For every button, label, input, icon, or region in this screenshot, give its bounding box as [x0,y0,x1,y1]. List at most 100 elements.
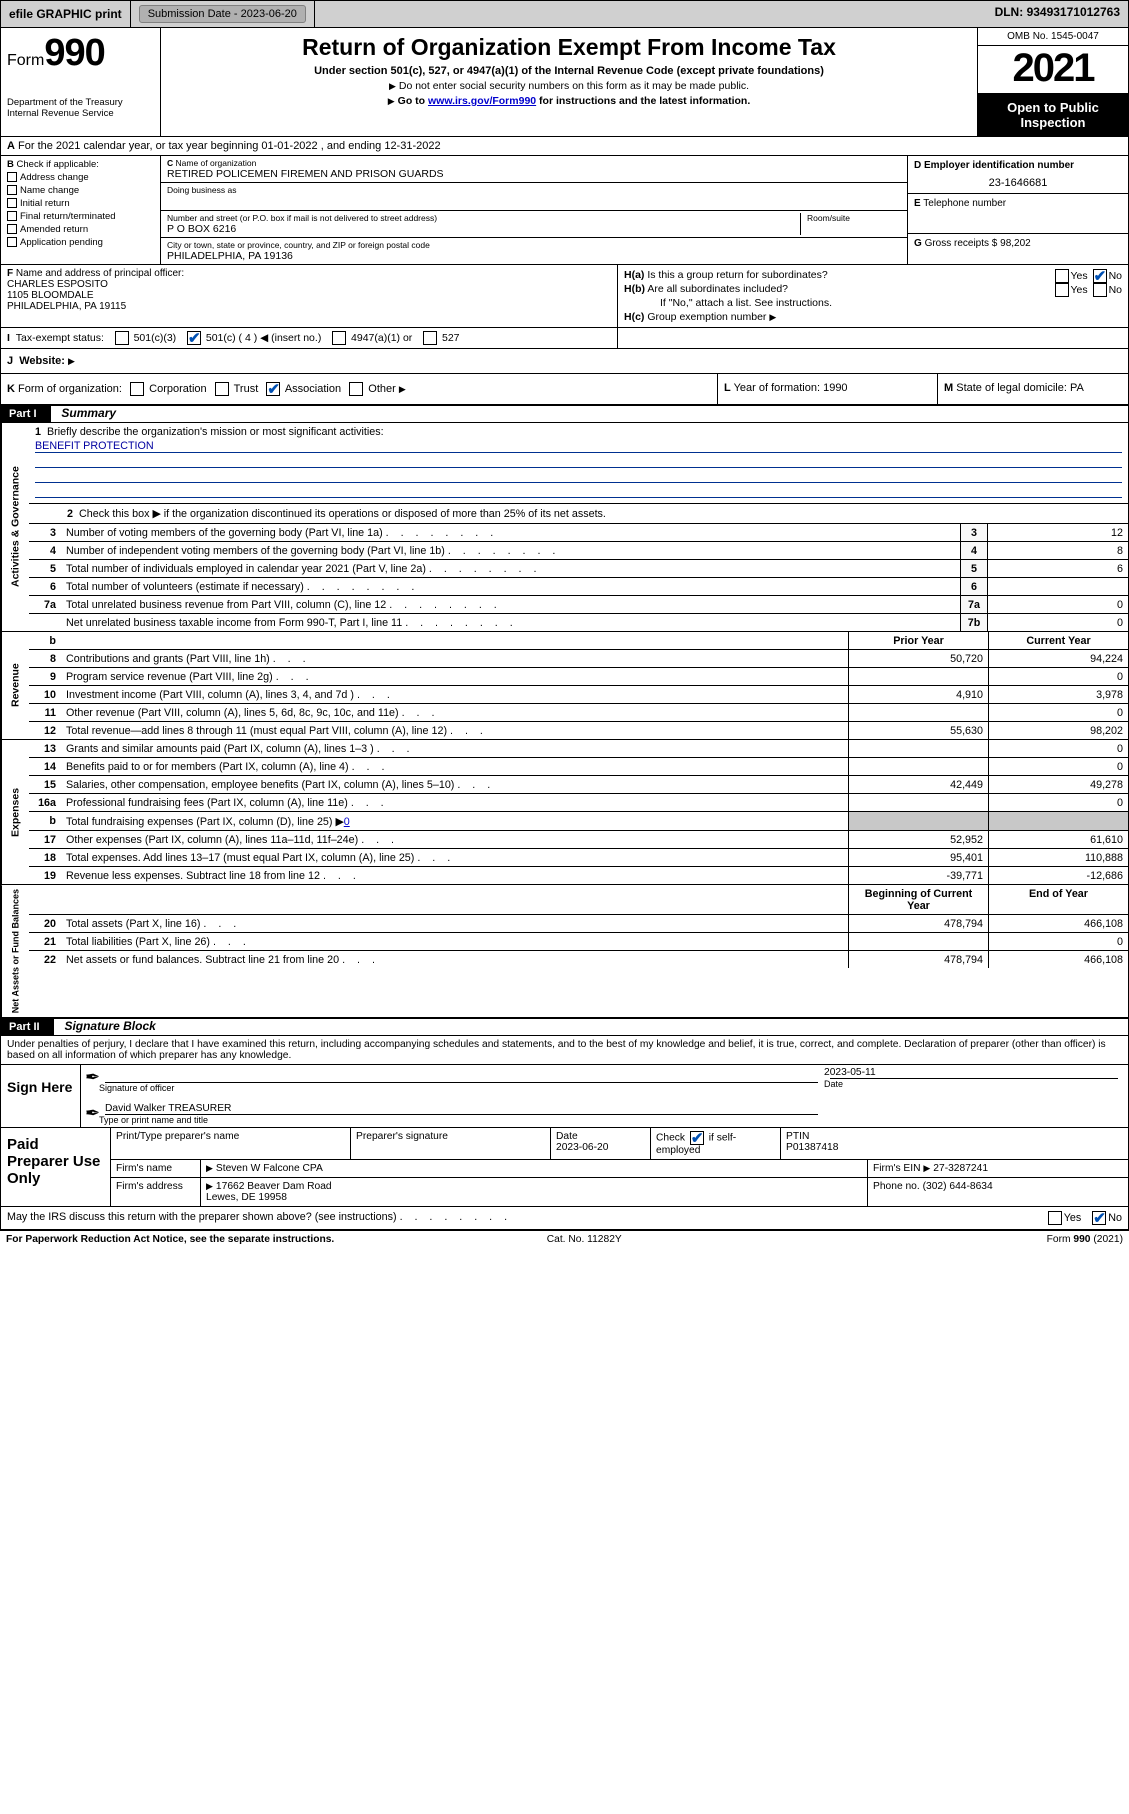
hb-no[interactable] [1093,283,1107,297]
ein-value: 23-1646681 [914,177,1122,189]
addr-label: Number and street (or P.O. box if mail i… [167,213,796,223]
officer-addr1: 1105 BLOOMDALE [7,290,611,301]
table-row: 15Salaries, other compensation, employee… [29,776,1128,794]
tax-year: 2021 [978,46,1128,94]
cb-assoc[interactable] [266,382,280,396]
cb-4947[interactable] [332,331,346,345]
prep-row2: Firm's name Steven W Falcone CPA Firm's … [111,1160,1128,1178]
section-f-officer: F Name and address of principal officer:… [1,265,618,327]
table-row: Net unrelated business taxable income fr… [29,614,1128,631]
irs-link[interactable]: www.irs.gov/Form990 [428,95,536,107]
dba-label: Doing business as [167,185,901,195]
city-state-zip: PHILADELPHIA, PA 19136 [167,250,901,262]
table-row: 16aProfessional fundraising fees (Part I… [29,794,1128,811]
part1-title: Summary [53,406,116,420]
cb-initial-return[interactable] [7,198,17,208]
table-row: 10Investment income (Part VIII, column (… [29,686,1128,704]
officer-name: CHARLES ESPOSITO [7,279,611,290]
street-address: P O BOX 6216 [167,223,796,235]
section-k-formorg: K Form of organization: Corporation Trus… [1,374,718,404]
section-i-status: I Tax-exempt status: 501(c)(3) 501(c) ( … [1,328,618,348]
sig-intro: Under penalties of perjury, I declare th… [1,1036,1128,1065]
officer-addr2: PHILADELPHIA, PA 19115 [7,301,611,312]
table-row: 20Total assets (Part X, line 16)478,7944… [29,915,1128,933]
pen-icon-2: ✒ [85,1103,99,1125]
section-h: H(a) Is this a group return for subordin… [618,265,1128,327]
table-row: 8Contributions and grants (Part VIII, li… [29,650,1128,668]
table-row: 11Other revenue (Part VIII, column (A), … [29,704,1128,722]
top-bar: efile GRAPHIC print Submission Date - 20… [1,1,1128,28]
side-revenue: Revenue [1,632,29,739]
cat-no: Cat. No. 11282Y [547,1234,622,1245]
part1-label: Part I [1,406,51,422]
cb-501c[interactable] [187,331,201,345]
form-ref: Form 990 (2021) [1047,1234,1123,1245]
cb-self-employed[interactable] [690,1131,704,1145]
sig-date-label: Date [824,1079,1124,1089]
cb-name-change[interactable] [7,185,17,195]
ha-yes[interactable] [1055,269,1069,283]
dept-treasury: Department of the Treasury Internal Reve… [7,97,154,119]
may-no[interactable] [1092,1211,1106,1225]
table-row: 4Number of independent voting members of… [29,542,1128,560]
part2-title: Signature Block [56,1019,155,1033]
cb-application-pending[interactable] [7,237,17,247]
part2-label: Part II [1,1019,54,1035]
cb-trust[interactable] [215,382,229,396]
section-m-state: M State of legal domicile: PA [938,374,1128,404]
omb-number: OMB No. 1545-0047 [978,28,1128,46]
table-row: 14Benefits paid to or for members (Part … [29,758,1128,776]
officer-sign-name: David Walker TREASURER [105,1103,818,1115]
dln: DLN: 93493171012763 [987,1,1128,27]
ssn-note: Do not enter social security numbers on … [167,80,971,92]
section-l-year: L Year of formation: 1990 [718,374,938,404]
cb-527[interactable] [423,331,437,345]
cb-corp[interactable] [130,382,144,396]
pycy-header: b Prior Year Current Year [29,632,1128,650]
hb-yes[interactable] [1055,283,1069,297]
form-header: Form990 Department of the Treasury Inter… [1,28,1128,137]
cb-501c3[interactable] [115,331,129,345]
table-row: 6Total number of volunteers (estimate if… [29,578,1128,596]
line2-checkbox: 2 Check this box ▶ if the organization d… [29,504,1128,524]
sign-here-label: Sign Here [1,1065,81,1127]
efile-label: efile GRAPHIC print [1,1,131,27]
cb-address-change[interactable] [7,172,17,182]
cb-final-return[interactable] [7,211,17,221]
prep-row3: Firm's address 17662 Beaver Dam RoadLewe… [111,1178,1128,1206]
table-row: 19Revenue less expenses. Subtract line 1… [29,867,1128,884]
mission-text: BENEFIT PROTECTION [35,440,1122,453]
footer: For Paperwork Reduction Act Notice, see … [0,1231,1129,1248]
table-row: 9Program service revenue (Part VIII, lin… [29,668,1128,686]
line1-briefly: 1 Briefly describe the organization's mi… [29,423,1128,504]
cb-amended-return[interactable] [7,224,17,234]
city-label: City or town, state or province, country… [167,240,901,250]
goto-link-line: Go to www.irs.gov/Form990 for instructio… [167,95,971,107]
table-row: 5Total number of individuals employed in… [29,560,1128,578]
form-number: Form990 [7,32,154,75]
room-label: Room/suite [807,213,901,223]
prep-row1: Print/Type preparer's name Preparer's si… [111,1128,1128,1160]
cb-other[interactable] [349,382,363,396]
sig-officer-label: Signature of officer [99,1083,824,1093]
section-b-checkboxes: B Check if applicable: Address change Na… [1,156,161,264]
table-row: 21Total liabilities (Part X, line 26)0 [29,933,1128,951]
sig-name-label: Type or print name and title [99,1115,824,1125]
hb-note: If "No," attach a list. See instructions… [624,297,1122,309]
section-g-gross: G Gross receipts $ 98,202 [908,234,1128,253]
table-row: 3Number of voting members of the governi… [29,524,1128,542]
ha-no[interactable] [1093,269,1107,283]
side-expenses: Expenses [1,740,29,884]
section-j-website: J Website: [1,349,1128,374]
line-16b: b Total fundraising expenses (Part IX, c… [29,812,1128,831]
paid-preparer-label: Paid Preparer Use Only [1,1128,111,1206]
table-row: 22Net assets or fund balances. Subtract … [29,951,1128,968]
side-activities: Activities & Governance [1,423,29,631]
section-d-ein: D Employer identification number 23-1646… [908,156,1128,194]
table-row: 18Total expenses. Add lines 13–17 (must … [29,849,1128,867]
org-name: RETIRED POLICEMEN FIREMEN AND PRISON GUA… [167,168,901,180]
submission-date-button[interactable]: Submission Date - 2023-06-20 [139,5,306,23]
open-public-badge: Open to Public Inspection [978,94,1128,136]
may-yes[interactable] [1048,1211,1062,1225]
form-subtitle: Under section 501(c), 527, or 4947(a)(1)… [167,65,971,77]
